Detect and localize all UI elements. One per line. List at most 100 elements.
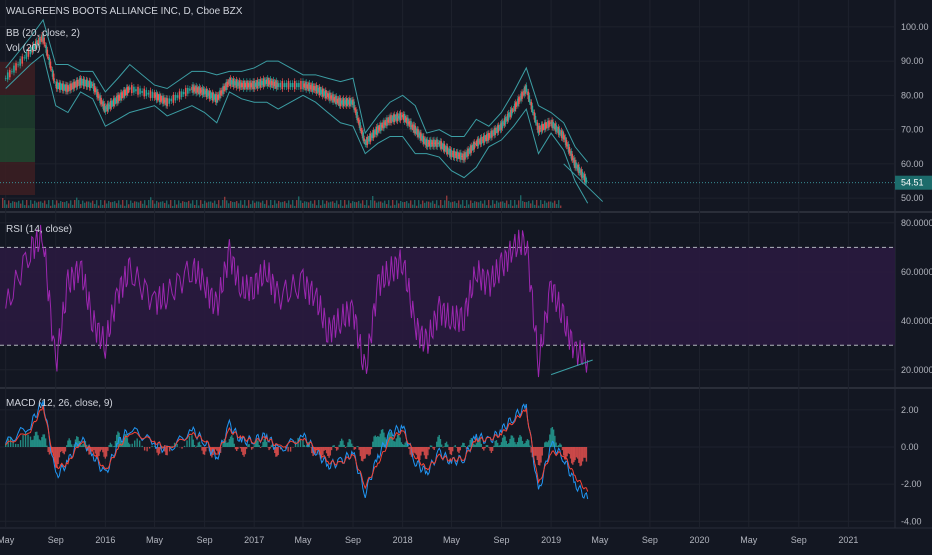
volume-bar: [552, 203, 553, 208]
macd-hist-bar: [526, 441, 527, 447]
volume-bar: [168, 204, 169, 208]
volume-bar: [116, 203, 117, 208]
volume-bar: [316, 205, 317, 208]
x-tick-label: May: [146, 535, 164, 545]
volume-bar: [512, 206, 513, 208]
volume-bar: [362, 200, 363, 208]
volume-bar: [288, 200, 289, 208]
macd-hist-bar: [441, 445, 442, 447]
macd-hist-bar: [259, 445, 260, 447]
indicator-vol-label[interactable]: Vol (20): [6, 43, 40, 54]
volume-bar: [530, 203, 531, 208]
volume-bar: [140, 201, 141, 208]
macd-hist-bar: [373, 436, 374, 447]
macd-hist-bar: [367, 447, 368, 454]
volume-bar: [338, 204, 339, 208]
macd-hist-bar: [366, 447, 367, 454]
macd-hist-bar: [66, 445, 67, 447]
x-tick-label: Sep: [791, 535, 807, 545]
macd-hist-bar: [139, 441, 140, 447]
volume-bar: [302, 203, 303, 208]
indicator-bb-label[interactable]: BB (20, close, 2): [6, 28, 80, 39]
volume-bar: [476, 202, 477, 208]
volume-bar: [60, 201, 61, 208]
volume-bar: [4, 200, 5, 208]
volume-bar: [36, 202, 37, 208]
volume-bar: [64, 202, 65, 208]
macd-hist-bar: [132, 444, 133, 447]
volume-bar: [354, 202, 355, 208]
macd-hist-bar: [235, 447, 236, 449]
volume-bar: [52, 200, 53, 208]
macd-hist-bar: [343, 445, 344, 447]
macd-hist-bar: [539, 447, 540, 465]
volume-bar: [376, 203, 377, 208]
macd-hist-bar: [498, 446, 499, 447]
macd-hist-bar: [20, 440, 21, 447]
volume-bar: [522, 201, 523, 208]
macd-hist-bar: [365, 447, 366, 458]
volume-bar: [386, 204, 387, 208]
macd-hist-bar: [240, 447, 241, 448]
macd-hist-bar: [196, 446, 197, 447]
volume-bar: [506, 201, 507, 208]
volume-bar: [262, 201, 263, 208]
volume-bar: [538, 206, 539, 208]
volume-bar: [242, 205, 243, 208]
macd-hist-bar: [577, 447, 578, 459]
macd-hist-bar: [266, 442, 267, 447]
indicator-macd-label[interactable]: MACD (12, 26, close, 9): [6, 398, 113, 409]
macd-hist-bar: [41, 437, 42, 447]
volume-bar: [202, 204, 203, 208]
macd-hist-bar: [547, 442, 548, 447]
macd-hist-bar: [518, 438, 519, 447]
volume-bar: [126, 200, 127, 208]
macd-hist-bar: [151, 446, 152, 447]
volume-bar: [348, 200, 349, 208]
volume-bar: [74, 200, 75, 208]
macd-hist-bar: [447, 445, 448, 447]
indicator-rsi-label[interactable]: RSI (14, close): [6, 224, 72, 235]
volume-bar: [282, 202, 283, 208]
macd-hist-bar: [335, 447, 336, 448]
macd-hist-bar: [101, 447, 102, 450]
volume-bar: [300, 200, 301, 208]
macd-hist-bar: [67, 441, 68, 447]
macd-hist-bar: [181, 447, 182, 449]
volume-bar: [324, 204, 325, 208]
macd-hist-bar: [507, 444, 508, 447]
rsi-y-tick: 80.0000: [901, 218, 932, 228]
macd-hist-bar: [487, 445, 488, 447]
macd-hist-bar: [129, 444, 130, 447]
volume-profile: [0, 62, 35, 195]
macd-hist-bar: [375, 435, 376, 447]
macd-hist-bar: [544, 442, 545, 447]
macd-hist-bar: [486, 445, 487, 447]
x-tick-label: May: [591, 535, 609, 545]
macd-hist-bar: [489, 447, 490, 451]
volume-bar: [384, 201, 385, 208]
macd-hist-bar: [243, 447, 244, 457]
macd-hist-bar: [194, 445, 195, 447]
volume-bar: [200, 200, 201, 208]
macd-hist-bar: [108, 445, 109, 447]
macd-hist-bar: [538, 447, 539, 465]
volume-bar: [390, 206, 391, 208]
volume-bar: [234, 202, 235, 208]
volume-bar: [396, 200, 397, 208]
macd-hist-bar: [159, 447, 160, 454]
volume-bar: [492, 200, 493, 208]
volume-bar: [380, 201, 381, 208]
volume-bar: [332, 201, 333, 208]
macd-hist-bar: [401, 442, 402, 447]
volume-bar: [30, 200, 31, 208]
volume-bar: [368, 206, 369, 208]
macd-hist-bar: [398, 434, 399, 447]
macd-hist-bar: [149, 447, 150, 448]
volume-bar: [236, 201, 237, 208]
volume-bar: [436, 200, 437, 208]
macd-hist-bar: [522, 441, 523, 447]
volume-bar: [270, 200, 271, 208]
volume-bar: [112, 202, 113, 208]
